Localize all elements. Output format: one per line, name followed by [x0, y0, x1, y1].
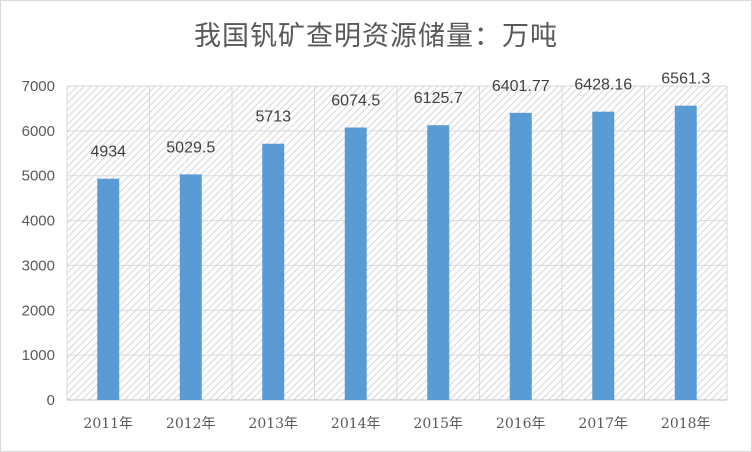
bar	[179, 174, 202, 400]
data-label: 6428.16	[574, 77, 632, 94]
y-tick-label: 4000	[22, 213, 55, 230]
data-label: 6561.3	[661, 71, 710, 88]
data-label: 5029.5	[166, 139, 215, 156]
x-tick-label: 2017年	[578, 416, 628, 432]
data-label: 6401.77	[492, 78, 550, 95]
bar	[97, 178, 120, 400]
x-tick-label: 2014年	[331, 416, 381, 432]
x-tick-label: 2015年	[413, 416, 463, 432]
gridlines	[66, 85, 728, 401]
x-tick-label: 2018年	[661, 416, 711, 432]
y-axis-tick-labels: 0 1000 2000 3000 4000 5000 6000 7000	[22, 78, 55, 409]
bar	[509, 112, 532, 400]
x-tick-label: 2013年	[248, 416, 298, 432]
chart-title: 我国钒矿查明资源储量：万吨	[194, 21, 558, 52]
y-tick-label: 2000	[22, 302, 55, 319]
bar	[427, 125, 450, 400]
data-label: 6074.5	[331, 93, 380, 110]
y-tick-label: 3000	[22, 257, 55, 274]
y-tick-label: 7000	[22, 78, 55, 95]
x-axis-tick-labels: 2011年 2012年 2013年 2014年 2015年 2016年 2017年 2018年	[83, 416, 710, 432]
y-tick-label: 5000	[22, 168, 55, 185]
data-label: 6125.7	[414, 90, 463, 107]
data-label: 4934	[90, 144, 126, 161]
bars	[97, 105, 697, 400]
bar	[674, 105, 697, 400]
data-label: 5713	[255, 109, 291, 126]
y-tick-label: 6000	[22, 123, 55, 140]
x-tick-label: 2016年	[496, 416, 546, 432]
data-labels: 4934 5029.5 5713 6074.5 6125.7 6401.77 6428.16…	[90, 71, 710, 161]
y-tick-label: 1000	[22, 347, 55, 364]
bar	[262, 143, 285, 400]
x-tick-label: 2012年	[166, 416, 216, 432]
bar	[592, 111, 615, 400]
y-tick-label: 0	[47, 392, 55, 409]
bar	[344, 127, 367, 400]
x-tick-label: 2011年	[83, 416, 133, 432]
